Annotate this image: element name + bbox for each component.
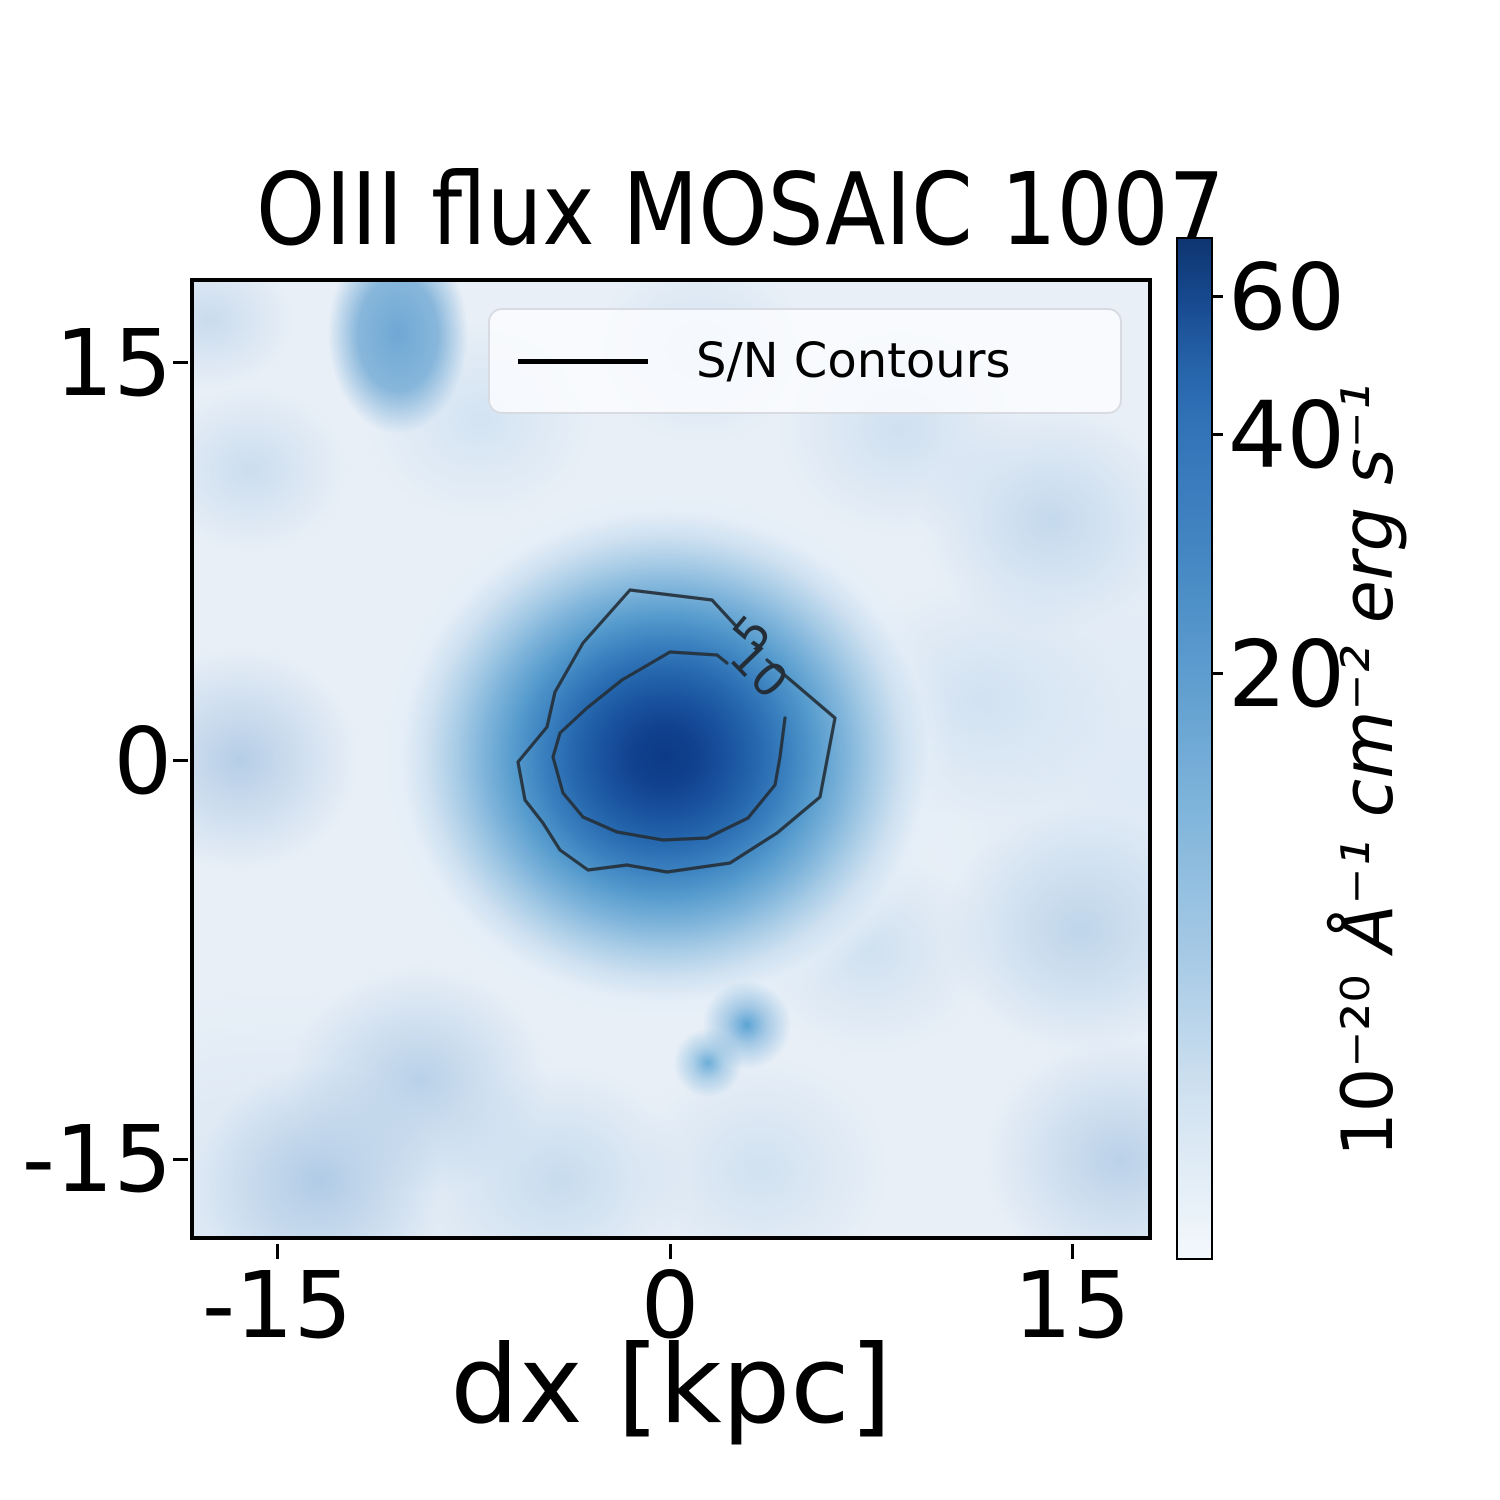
y-tick-label-neg15: -15: [21, 1106, 172, 1213]
central-source-blob: [375, 492, 955, 1032]
x-axis-label: dx [kpc]: [450, 1323, 892, 1448]
legend-line-sample: [518, 358, 648, 364]
y-tick-0: [173, 759, 188, 762]
x-tick-label-0: 0: [640, 1252, 700, 1359]
flux-map-plot: 5 10: [190, 278, 1152, 1240]
colorbar: [1176, 237, 1213, 1260]
x-tick-15: [1071, 1244, 1074, 1259]
contour-sn5: [516, 588, 837, 874]
colorbar-tick-label-60: 60: [1228, 244, 1346, 351]
legend-box: S/N Contours: [488, 308, 1122, 414]
title-text: OIII flux MOSAIC 1007: [256, 151, 1225, 268]
sn-contours-overlay: 5 10: [516, 588, 837, 874]
x-tick-neg15: [276, 1244, 279, 1259]
contour-sn10: [551, 650, 787, 842]
legend-label: S/N Contours: [696, 333, 1011, 389]
colorbar-tick-label-40: 40: [1228, 382, 1346, 489]
y-tick-neg15: [173, 1158, 188, 1161]
page-title: OIII flux MOSAIC 1007: [190, 158, 1225, 268]
x-tick-label-neg15: -15: [201, 1252, 353, 1359]
contour-label-10: 10: [719, 629, 799, 709]
faint-spot-2: [673, 1028, 743, 1098]
y-tick-label-15: 15: [54, 310, 172, 417]
y-tick-label-0: 0: [113, 708, 172, 815]
colorbar-label-prefix: 10⁻²⁰: [1327, 974, 1409, 1157]
colorbar-tick-label-20: 20: [1228, 621, 1346, 728]
x-tick-0: [669, 1244, 672, 1259]
x-tick-label-15: 15: [1013, 1252, 1131, 1359]
colorbar-tick-20: [1212, 672, 1223, 675]
y-tick-15: [173, 361, 188, 364]
colorbar-label-units: Å⁻¹ cm⁻² erg s⁻¹: [1327, 383, 1409, 953]
colorbar-axis-label: 10⁻²⁰ Å⁻¹ cm⁻² erg s⁻¹: [1327, 383, 1409, 1157]
colorbar-tick-60: [1212, 295, 1223, 298]
colorbar-tick-40: [1212, 433, 1223, 436]
